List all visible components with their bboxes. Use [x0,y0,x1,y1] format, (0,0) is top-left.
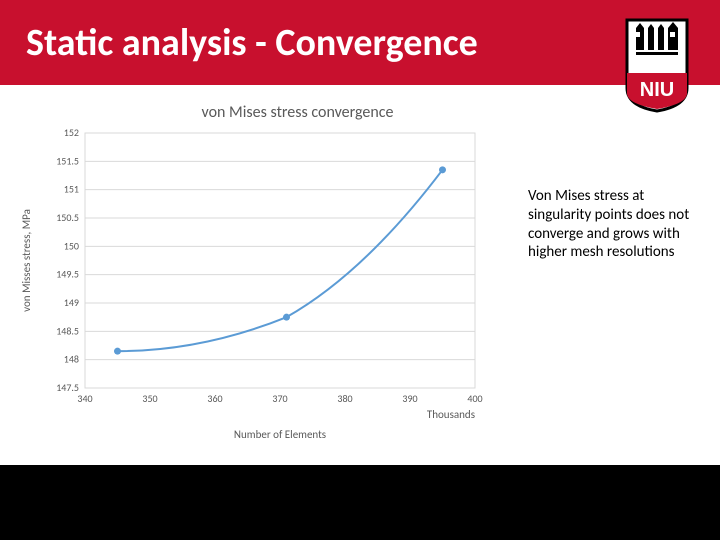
svg-text:148: 148 [64,353,79,366]
svg-text:Number of Elements: Number of Elements [234,428,326,441]
svg-text:150.5: 150.5 [56,211,79,224]
svg-text:151: 151 [64,183,79,196]
svg-text:147.5: 147.5 [56,381,79,394]
svg-text:151.5: 151.5 [56,154,79,167]
svg-text:149.5: 149.5 [56,268,79,281]
page-title: Static analysis - Convergence [26,20,478,66]
svg-text:von Misses stress, MPa: von Misses stress, MPa [20,209,33,312]
svg-text:370: 370 [272,392,287,405]
svg-text:Thousands: Thousands [427,408,475,421]
svg-text:149: 149 [64,296,79,309]
header-bar: Static analysis - Convergence NIU [0,0,720,85]
chart-container: von Mises stress convergence 147.5 148 148… [10,103,510,453]
svg-text:350: 350 [142,392,157,405]
svg-text:340: 340 [77,392,92,405]
svg-text:360: 360 [207,392,222,405]
niu-logo: NIU [622,18,692,113]
svg-text:148.5: 148.5 [56,324,79,337]
svg-text:152: 152 [64,128,79,139]
svg-text:400: 400 [467,392,482,405]
description-text: Von Mises stress at singularity points d… [528,187,706,262]
convergence-chart: 147.5 148 148.5 149 149.5 150 150.5 151 151.5 152… [10,128,510,448]
logo-text: NIU [640,79,674,101]
content-area: von Mises stress convergence 147.5 148 148… [0,85,720,465]
chart-title: von Mises stress convergence [85,103,510,122]
footer-bar [0,465,720,540]
svg-text:150: 150 [64,239,79,252]
svg-text:380: 380 [337,392,352,405]
svg-text:390: 390 [402,392,417,405]
